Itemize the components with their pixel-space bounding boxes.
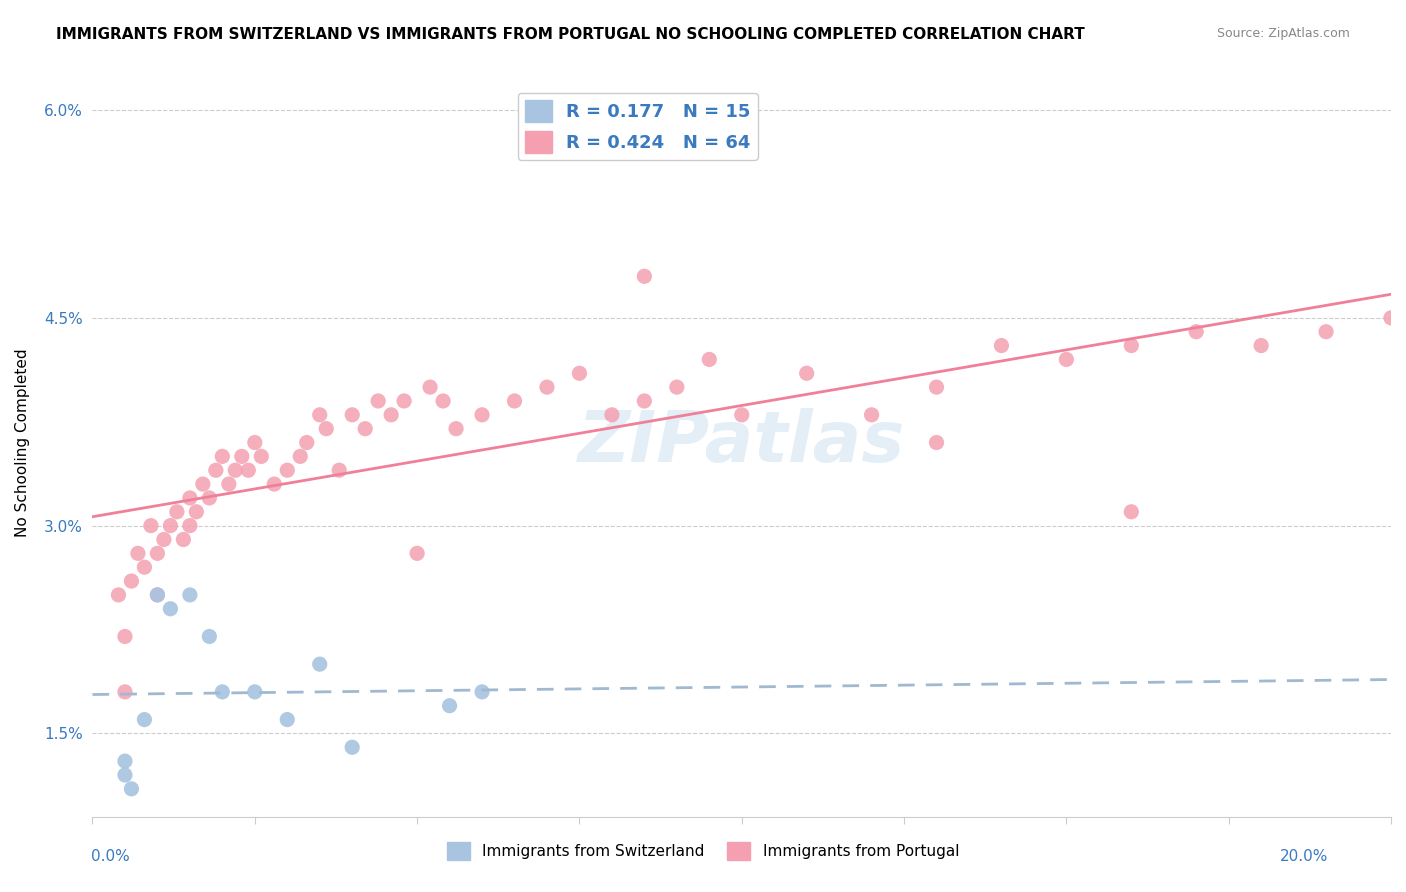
- Point: [134, 560, 156, 574]
- Text: 20.0%: 20.0%: [1281, 849, 1329, 863]
- Point: [354, 422, 377, 436]
- Point: [600, 408, 623, 422]
- Point: [392, 394, 415, 409]
- Point: [1121, 505, 1143, 519]
- Point: [107, 588, 129, 602]
- Text: 0.0%: 0.0%: [91, 849, 131, 863]
- Point: [191, 477, 214, 491]
- Point: [444, 422, 467, 436]
- Point: [731, 408, 754, 422]
- Point: [925, 435, 948, 450]
- Point: [243, 435, 266, 450]
- Point: [633, 269, 655, 284]
- Point: [633, 394, 655, 409]
- Point: [179, 588, 201, 602]
- Point: [250, 450, 273, 464]
- Point: [179, 518, 201, 533]
- Text: Source: ZipAtlas.com: Source: ZipAtlas.com: [1216, 27, 1350, 40]
- Point: [120, 781, 142, 796]
- Point: [568, 366, 591, 380]
- Point: [860, 408, 883, 422]
- Point: [315, 422, 337, 436]
- Point: [238, 463, 260, 477]
- Point: [114, 630, 136, 644]
- Point: [198, 630, 221, 644]
- Point: [308, 657, 330, 672]
- Point: [1315, 325, 1337, 339]
- Point: [796, 366, 818, 380]
- Text: IMMIGRANTS FROM SWITZERLAND VS IMMIGRANTS FROM PORTUGAL NO SCHOOLING COMPLETED C: IMMIGRANTS FROM SWITZERLAND VS IMMIGRANT…: [56, 27, 1085, 42]
- Point: [243, 685, 266, 699]
- Point: [263, 477, 285, 491]
- Point: [276, 463, 298, 477]
- Point: [340, 740, 363, 755]
- Point: [114, 768, 136, 782]
- Point: [1250, 338, 1272, 352]
- Point: [925, 380, 948, 394]
- Point: [471, 408, 494, 422]
- Point: [990, 338, 1012, 352]
- Point: [471, 685, 494, 699]
- Point: [146, 588, 169, 602]
- Point: [1054, 352, 1077, 367]
- Point: [153, 533, 176, 547]
- Point: [205, 463, 228, 477]
- Point: [1185, 325, 1208, 339]
- Point: [439, 698, 461, 713]
- Text: ZIPatlas: ZIPatlas: [578, 408, 905, 477]
- Point: [172, 533, 194, 547]
- Point: [503, 394, 526, 409]
- Point: [211, 450, 233, 464]
- Legend: R = 0.177   N = 15, R = 0.424   N = 64: R = 0.177 N = 15, R = 0.424 N = 64: [517, 93, 758, 160]
- Point: [697, 352, 720, 367]
- Point: [139, 518, 162, 533]
- Point: [198, 491, 221, 505]
- Point: [340, 408, 363, 422]
- Point: [665, 380, 688, 394]
- Y-axis label: No Schooling Completed: No Schooling Completed: [15, 348, 30, 537]
- Point: [231, 450, 253, 464]
- Point: [308, 408, 330, 422]
- Point: [290, 450, 312, 464]
- Legend: Immigrants from Switzerland, Immigrants from Portugal: Immigrants from Switzerland, Immigrants …: [441, 836, 965, 866]
- Point: [134, 713, 156, 727]
- Point: [179, 491, 201, 505]
- Point: [367, 394, 389, 409]
- Point: [146, 546, 169, 560]
- Point: [295, 435, 318, 450]
- Point: [186, 505, 208, 519]
- Point: [114, 754, 136, 768]
- Point: [159, 518, 181, 533]
- Point: [276, 713, 298, 727]
- Point: [127, 546, 149, 560]
- Point: [159, 601, 181, 615]
- Point: [328, 463, 350, 477]
- Point: [1379, 310, 1402, 325]
- Point: [536, 380, 558, 394]
- Point: [406, 546, 429, 560]
- Point: [218, 477, 240, 491]
- Point: [1121, 338, 1143, 352]
- Point: [114, 685, 136, 699]
- Point: [224, 463, 246, 477]
- Point: [211, 685, 233, 699]
- Point: [432, 394, 454, 409]
- Point: [120, 574, 142, 588]
- Point: [380, 408, 402, 422]
- Point: [419, 380, 441, 394]
- Point: [146, 588, 169, 602]
- Point: [166, 505, 188, 519]
